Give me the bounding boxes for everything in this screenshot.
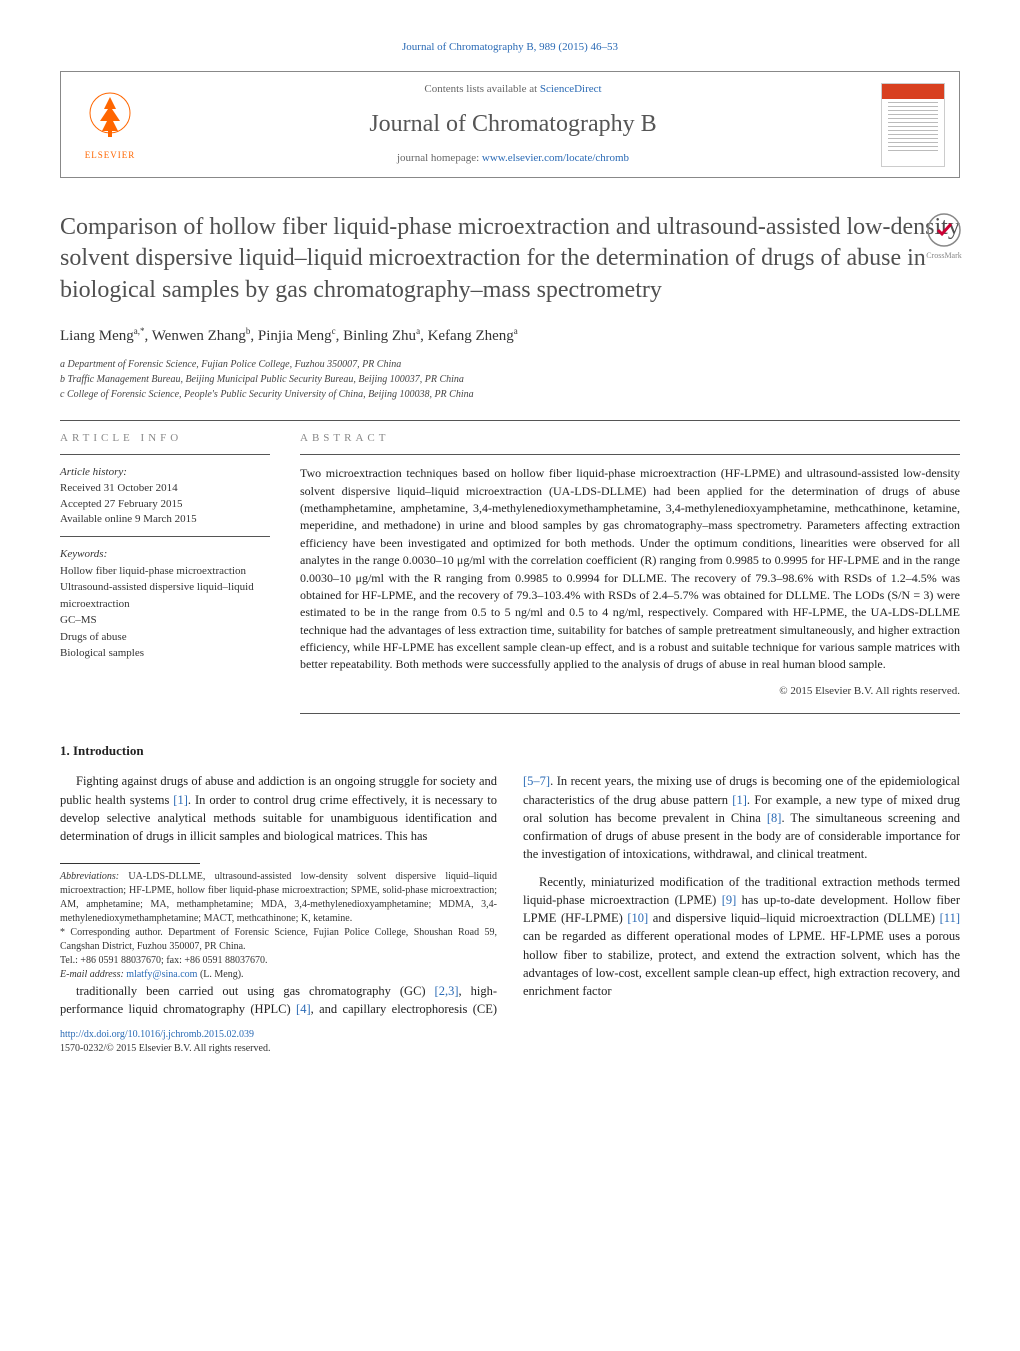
publisher-name: ELSEVIER [85,149,136,162]
article-info-left: ARTICLE INFO Article history: Received 3… [60,431,270,714]
cite-11[interactable]: [11] [940,911,960,925]
homepage-link[interactable]: www.elsevier.com/locate/chromb [482,152,629,164]
doi-link[interactable]: http://dx.doi.org/10.1016/j.jchromb.2015… [60,1028,960,1042]
top-citation: Journal of Chromatography B, 989 (2015) … [60,40,960,55]
affil-a: a Department of Forensic Science, Fujian… [60,357,960,372]
abs-rule [300,454,960,455]
contents-available: Contents lists available at ScienceDirec… [145,82,881,97]
author-5-affil: a [514,326,518,336]
author-2-pre: , Wenwen Zhang [144,328,245,344]
abbrev-head: Abbreviations: [60,871,119,882]
cite-4[interactable]: [4] [296,1002,311,1016]
p2c: , and capillary electrophoresis (CE) [311,1002,497,1016]
title-block: CrossMark Comparison of hollow fiber liq… [60,212,960,307]
crossmark-label: CrossMark [926,250,962,261]
intro-p1: Fighting against drugs of abuse and addi… [60,772,497,845]
footnote-email: E-mail address: mlatfy@sina.com (L. Meng… [60,968,497,982]
keyword-1: Hollow fiber liquid-phase microextractio… [60,563,270,580]
abstract-block: ABSTRACT Two microextraction techniques … [300,431,960,714]
affiliations: a Department of Forensic Science, Fujian… [60,357,960,402]
ai-rule [60,454,270,455]
crossmark-badge[interactable]: CrossMark [926,212,962,261]
email-link[interactable]: mlatfy@sina.com [126,969,197,980]
affil-c: c College of Forensic Science, People's … [60,387,960,402]
footnote-corr: * Corresponding author. Department of Fo… [60,926,497,954]
p3d: can be regarded as different operational… [523,929,960,997]
accepted: Accepted 27 February 2015 [60,497,270,513]
author-1: Liang Meng [60,328,134,344]
journal-name: Journal of Chromatography B [145,108,881,142]
keyword-3: GC–MS [60,612,270,629]
author-3-pre: , Pinjia Meng [250,328,331,344]
crossmark-icon [926,212,962,248]
cite-23[interactable]: [2,3] [435,984,459,998]
elsevier-logo: ELSEVIER [75,85,145,165]
section-1-head: 1. Introduction [60,742,960,760]
issn-line: 1570-0232/© 2015 Elsevier B.V. All right… [60,1042,960,1056]
journal-header: ELSEVIER Contents lists available at Sci… [60,71,960,177]
author-4-pre: , Binling Zhu [336,328,416,344]
journal-cover-thumb [881,83,945,167]
cite-10[interactable]: [10] [627,911,648,925]
footnote-rule [60,863,200,864]
cite-57[interactable]: [5–7] [523,774,550,788]
cite-9[interactable]: [9] [722,893,737,907]
keyword-2: Ultrasound-assisted dispersive liquid–li… [60,579,270,612]
journal-homepage: journal homepage: www.elsevier.com/locat… [145,151,881,166]
body-columns: Fighting against drugs of abuse and addi… [60,772,960,1018]
intro-p3: Recently, miniaturized modification of t… [523,873,960,1000]
abbrev-body: UA-LDS-DLLME, ultrasound-assisted low-de… [60,871,497,924]
keywords-head: Keywords: [60,547,270,562]
footnote-abbrev: Abbreviations: UA-LDS-DLLME, ultrasound-… [60,870,497,926]
author-5-pre: , Kefang Zheng [420,328,514,344]
p3c: and dispersive liquid–liquid microextrac… [648,911,939,925]
ai-rule2 [60,536,270,537]
email-head: E-mail address: [60,969,126,980]
cite-1b[interactable]: [1] [732,793,747,807]
elsevier-tree-icon [80,87,140,147]
cite-8[interactable]: [8] [767,811,782,825]
author-list: Liang Menga,*, Wenwen Zhangb, Pinjia Men… [60,325,960,347]
received: Received 31 October 2014 [60,481,270,497]
homepage-prefix: journal homepage: [397,152,482,164]
sciencedirect-link[interactable]: ScienceDirect [540,83,602,95]
article-info-row: ARTICLE INFO Article history: Received 3… [60,431,960,714]
abstract-text: Two microextraction techniques based on … [300,465,960,674]
keyword-4: Drugs of abuse [60,629,270,646]
footnote-tel: Tel.: +86 0591 88037670; fax: +86 0591 8… [60,954,497,968]
article-info-head: ARTICLE INFO [60,431,270,446]
p2a: traditionally been carried out using gas… [76,984,435,998]
contents-prefix: Contents lists available at [424,83,539,95]
abstract-head: ABSTRACT [300,431,960,446]
abs-rule-bottom [300,713,960,714]
email-tail: (L. Meng). [197,969,243,980]
abstract-copyright: © 2015 Elsevier B.V. All rights reserved… [300,684,960,699]
history-head: Article history: [60,465,270,480]
header-center: Contents lists available at ScienceDirec… [145,82,881,166]
keyword-5: Biological samples [60,645,270,662]
online: Available online 9 March 2015 [60,512,270,528]
article-title: Comparison of hollow fiber liquid-phase … [60,212,960,307]
affil-b: b Traffic Management Bureau, Beijing Mun… [60,372,960,387]
cite-1[interactable]: [1] [173,793,188,807]
rule-top [60,420,960,421]
